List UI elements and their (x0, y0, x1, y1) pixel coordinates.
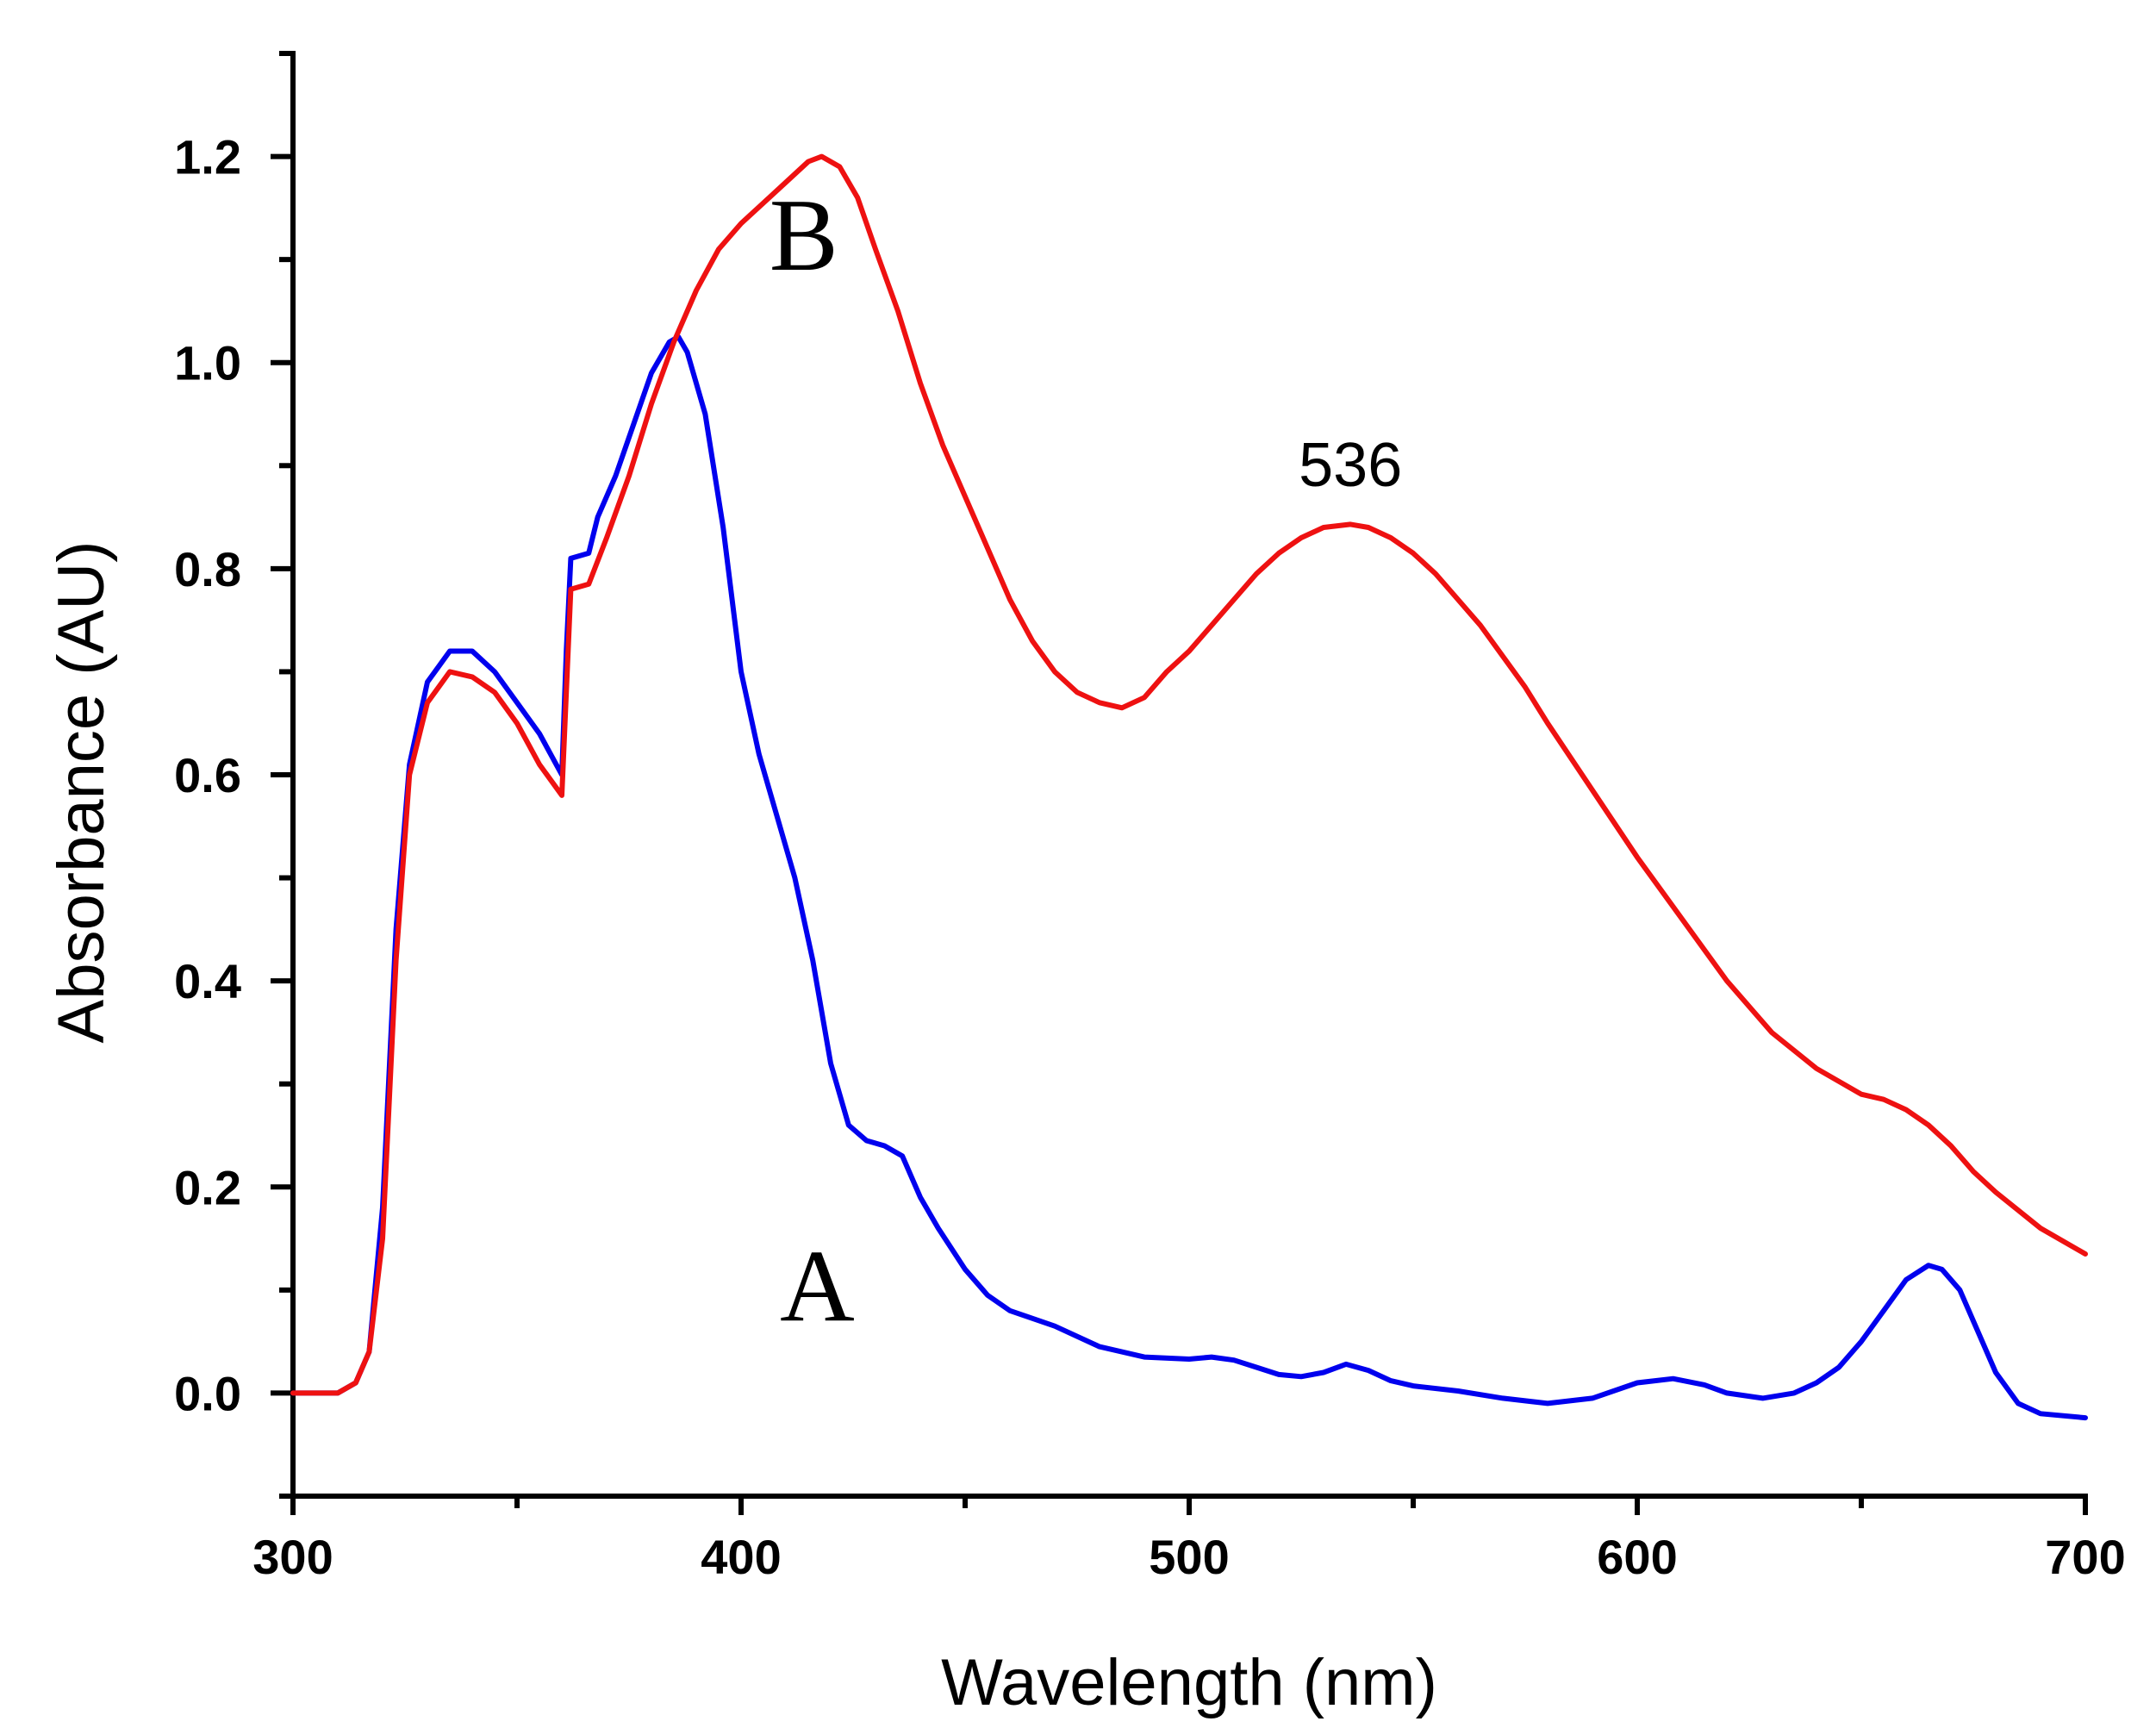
ticks: 300 400 500 600 700 0.0 0.2 0.4 0.6 0.8 1.0 1.2 (174, 51, 2126, 1584)
series-line-a (290, 334, 2088, 1421)
x-tick-label: 300 (252, 1530, 333, 1584)
series-label-b: B (770, 178, 838, 292)
y-tick-label: 0.6 (174, 748, 241, 802)
y-tick-label: 0.2 (174, 1160, 241, 1214)
series-label-a: A (780, 1229, 855, 1344)
y-tick-label: 0.8 (174, 542, 241, 596)
series-labels: A B 536 (770, 178, 1402, 1344)
x-tick-label: 600 (1597, 1530, 1677, 1584)
x-tick-label: 400 (701, 1530, 781, 1584)
x-axis-title: Wavelength (nm) (941, 1646, 1437, 1719)
y-tick-label: 0.0 (174, 1366, 241, 1420)
series-line-b (290, 153, 2088, 1396)
series-group (290, 153, 2088, 1421)
y-tick-label: 1.2 (174, 130, 241, 184)
y-axis-title: Absorbance (AU) (45, 541, 118, 1044)
y-tick-label: 1.0 (174, 336, 241, 390)
peak-annotation: 536 (1299, 431, 1402, 500)
y-tick-label: 0.4 (174, 954, 241, 1008)
x-tick-label: 700 (2045, 1530, 2125, 1584)
x-tick-label: 500 (1149, 1530, 1229, 1584)
